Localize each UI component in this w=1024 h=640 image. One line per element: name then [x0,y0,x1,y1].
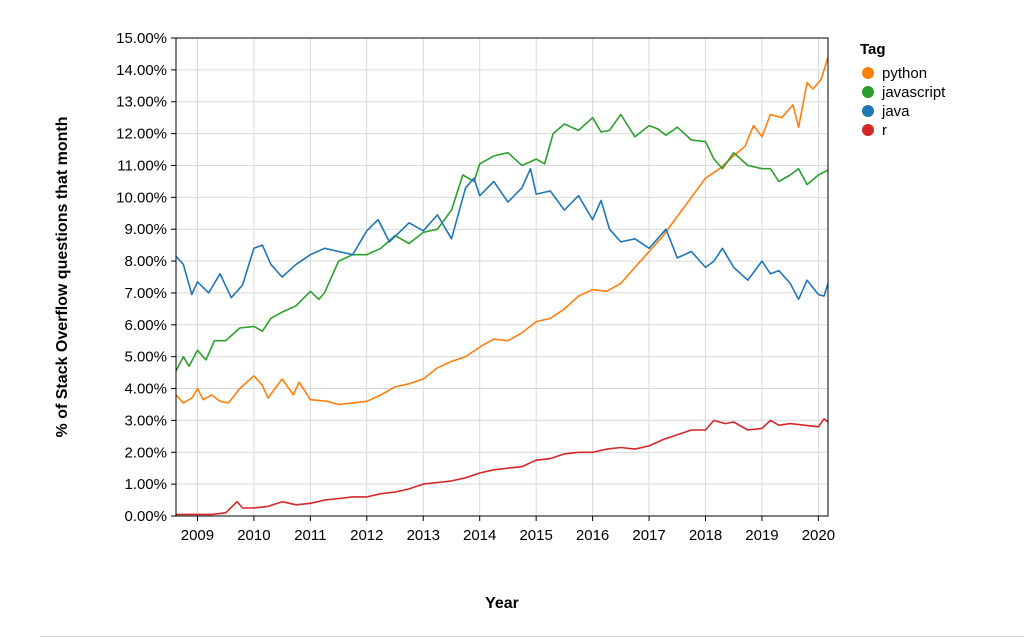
legend-label-javascript: javascript [881,84,946,101]
legend-swatch-javascript [862,86,874,98]
x-tick-label: 2009 [181,527,214,544]
x-tick-label: 2014 [463,527,496,544]
x-tick-label: 2017 [632,527,665,544]
series-line-python [175,56,829,406]
y-tick-label: 3.00% [124,412,167,429]
x-tick-label: 2018 [689,527,722,544]
legend-swatch-java [862,105,874,117]
y-tick-label: 0.00% [124,508,167,525]
legend-swatch-python [862,67,874,79]
y-tick-label: 14.00% [116,62,167,79]
y-tick-label: 15.00% [116,30,167,47]
legend-label-r: r [882,122,887,139]
y-tick-label: 12.00% [116,126,167,143]
y-tick-label: 5.00% [124,349,167,366]
x-tick-label: 2019 [745,527,778,544]
y-tick-label: 8.00% [124,253,167,270]
legend-label-python: python [882,65,927,82]
x-axis-ticks: 2009 2010 2011 2012 2013 2014 2015 2016 2017 2018… [181,516,835,544]
legend: Tag python javascript java r [860,41,946,139]
y-tick-label: 6.00% [124,317,167,334]
y-tick-label: 1.00% [124,476,167,493]
y-tick-label: 10.00% [116,189,167,206]
series-line-java [175,167,829,301]
y-tick-label: 7.00% [124,285,167,302]
x-axis-title: Year [485,595,519,612]
x-tick-label: 2020 [802,527,835,544]
series-line-javascript [175,113,829,372]
series-lines [175,56,829,516]
legend-label-java: java [881,103,910,120]
x-tick-label: 2016 [576,527,609,544]
x-tick-label: 2013 [407,527,440,544]
y-tick-label: 13.00% [116,94,167,111]
y-tick-label: 11.00% [117,157,167,174]
x-tick-label: 2015 [519,527,552,544]
y-axis-title: % of Stack Overflow questions that month [54,117,71,438]
y-axis-ticks: 0.00% 1.00% 2.00% 3.00% 4.00% 5.00% 6.00% 7.00%… [116,30,176,525]
bottom-divider [40,636,1024,637]
x-tick-label: 2012 [350,527,383,544]
x-tick-label: 2011 [294,527,326,544]
x-tick-label: 2010 [237,527,270,544]
series-line-r [176,417,829,516]
legend-swatch-r [862,124,874,136]
y-tick-label: 2.00% [124,444,167,461]
y-tick-label: 9.00% [124,221,167,238]
plot-frame [175,37,829,517]
gridlines [176,37,828,517]
legend-title: Tag [860,41,886,58]
y-tick-label: 4.00% [124,381,167,398]
